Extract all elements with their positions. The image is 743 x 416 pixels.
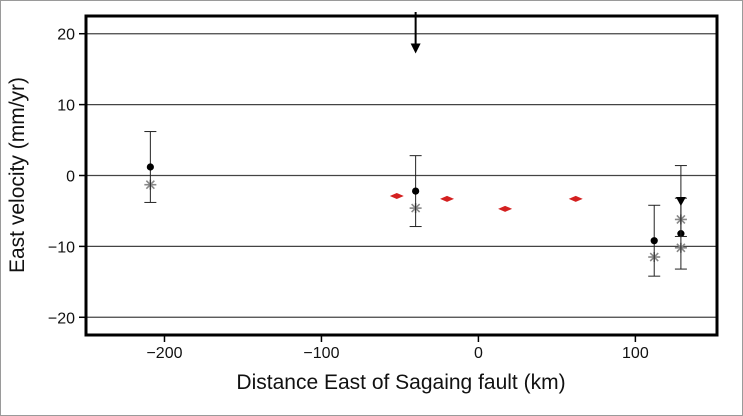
model-diamond-point [498, 205, 513, 212]
y-axis-label: East velocity (mm/yr) [6, 77, 29, 273]
model-diamond-point [389, 193, 404, 200]
y-tick-label: 10 [57, 98, 75, 115]
model-diamond-point [440, 195, 455, 202]
observed-point [650, 237, 658, 245]
data-marks [144, 12, 687, 277]
x-tick-label: 100 [622, 345, 649, 362]
x-tick-label: −100 [303, 345, 339, 362]
y-tick-label: −10 [48, 239, 75, 256]
observed-point [412, 187, 420, 195]
x-tick-label: 0 [474, 345, 483, 362]
x-tick-label: −200 [146, 345, 182, 362]
y-tick-label: 0 [66, 169, 75, 186]
model-diamond-point [568, 195, 583, 202]
observed-triangle-point [675, 197, 686, 207]
x-axis-label: Distance East of Sagaing fault (km) [236, 371, 565, 394]
observed-point [146, 163, 154, 171]
y-tick-label: −20 [48, 310, 75, 327]
gridlines [86, 33, 717, 318]
y-tick-label: 20 [57, 27, 75, 44]
off-scale-arrow-head [410, 43, 421, 54]
